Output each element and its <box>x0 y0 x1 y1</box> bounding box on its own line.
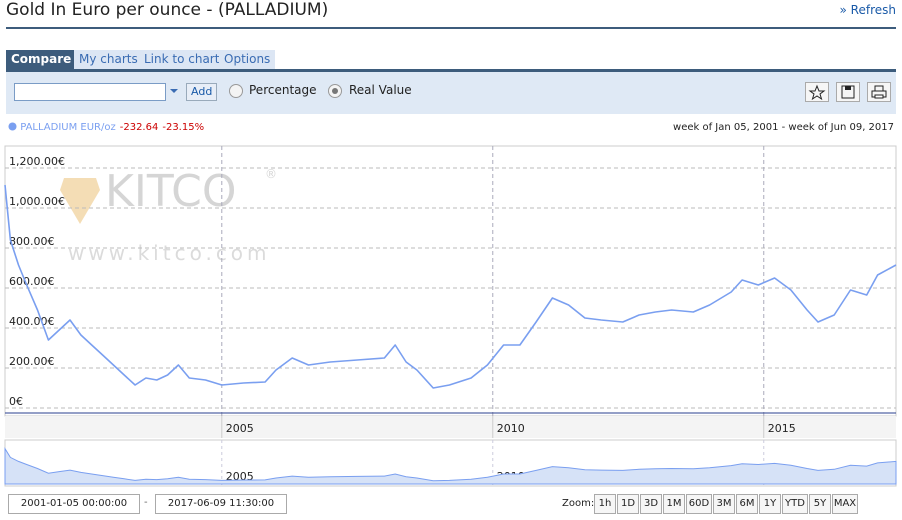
watermark-logo <box>60 178 100 224</box>
add-button[interactable]: Add <box>186 83 218 101</box>
x-tick-label: 2005 <box>226 422 254 435</box>
zoom-button[interactable]: 60D <box>686 494 712 514</box>
x-tick-label: 2010 <box>497 422 525 435</box>
date-range: week of Jan 05, 2001 - week of Jun 09, 2… <box>673 122 894 133</box>
tab[interactable]: Options <box>219 50 276 69</box>
legend-change: -232.64 <box>119 122 159 133</box>
chart: KITCO ® www.kitco.com 0€ 200.00€ 400.00€ 60… <box>4 145 897 487</box>
price-line <box>4 184 897 389</box>
legend-series: PALLADIUM EUR/oz <box>20 122 116 133</box>
page-title: Gold In Euro per ounce - (PALLADIUM) <box>6 0 329 20</box>
zoom-button[interactable]: MAX <box>832 494 858 514</box>
zoom-button[interactable]: YTD <box>782 494 808 514</box>
legend: PALLADIUM EUR/oz -232.64 -23.15% <box>8 122 204 133</box>
tab-bar <box>6 69 896 72</box>
radio-real-value[interactable] <box>328 84 342 98</box>
radio-label: Real Value <box>349 83 412 97</box>
end-date-input[interactable]: 2017-06-09 11:30:00 <box>155 494 287 514</box>
watermark-url: www.kitco.com <box>68 241 271 265</box>
watermark-mark: ® <box>265 167 277 181</box>
start-date-input[interactable]: 2001-01-05 00:00:00 <box>8 494 140 514</box>
y-tick-label: 800.00€ <box>9 235 55 248</box>
x-axis-band <box>5 416 896 438</box>
zoom-button[interactable]: 1D <box>617 494 639 514</box>
title-rule <box>6 27 896 29</box>
watermark: KITCO ® www.kitco.com <box>60 166 277 265</box>
y-tick-label: 0€ <box>9 395 23 408</box>
y-tick-label: 1,200.00€ <box>9 155 65 168</box>
zoom-button[interactable]: 1h <box>594 494 616 514</box>
legend-dot <box>8 122 17 131</box>
zoom-button[interactable]: 1Y <box>759 494 781 514</box>
y-tick-label: 600.00€ <box>9 275 55 288</box>
zoom-button[interactable]: 6M <box>736 494 758 514</box>
tab[interactable]: Link to chart <box>139 50 225 69</box>
zoom-label: Zoom: <box>562 498 595 509</box>
tab[interactable]: Compare <box>6 50 77 69</box>
range-dash: - <box>144 497 148 508</box>
y-tick-label: 1,000.00€ <box>9 195 65 208</box>
zoom-button[interactable]: 1M <box>663 494 685 514</box>
watermark-brand: KITCO <box>105 166 236 217</box>
dropdown-arrow[interactable] <box>168 83 180 99</box>
tab[interactable]: My charts <box>74 50 143 69</box>
y-tick-label: 400.00€ <box>9 315 55 328</box>
symbol-input[interactable] <box>14 83 166 101</box>
radio-label: Percentage <box>249 83 317 97</box>
favorite-button[interactable] <box>805 82 829 102</box>
radio-percentage[interactable] <box>229 84 243 98</box>
zoom-button[interactable]: 5Y <box>809 494 831 514</box>
save-button[interactable] <box>836 82 860 102</box>
navigator-area <box>4 446 897 485</box>
x-tick-label: 2015 <box>768 422 796 435</box>
print-button[interactable] <box>867 82 891 102</box>
refresh-link[interactable]: » Refresh <box>839 3 896 17</box>
y-tick-label: 200.00€ <box>9 355 55 368</box>
zoom-button[interactable]: 3D <box>640 494 662 514</box>
legend-change-percent: -23.15% <box>162 122 205 133</box>
zoom-button[interactable]: 3M <box>713 494 735 514</box>
